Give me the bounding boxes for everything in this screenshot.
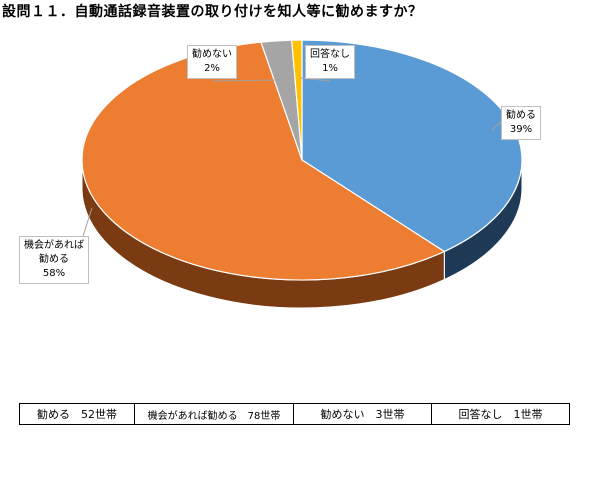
callout-percent: 2%: [204, 63, 220, 74]
leader-line-1: [82, 207, 93, 237]
callout-kikai: 機会があれば 勧める 58%: [19, 236, 89, 284]
legend-table: 勧める 52世帯 機会があれば勧める 78世帯 勧めない 3世帯 回答なし 1世…: [19, 403, 570, 425]
callout-percent: 1%: [322, 63, 338, 74]
chart-title: 設問１１．自動通話録音装置の取り付けを知人等に勧めますか？: [2, 4, 423, 20]
callout-label: 勧める: [39, 254, 69, 265]
callout-kaitou-nashi: 回答なし 1%: [305, 45, 355, 79]
callout-label: 勧めない: [192, 49, 232, 60]
pie-slice-1: [81, 41, 446, 281]
callout-label: 勧める: [506, 110, 536, 121]
callout-percent: 58%: [42, 268, 66, 279]
pie-chart: [81, 39, 523, 309]
legend-cell-susumeru: 勧める 52世帯: [19, 403, 135, 425]
leader-line-0: [491, 121, 502, 131]
legend-cell-kikai: 機会があれば勧める 78世帯: [134, 403, 294, 425]
callout-susumenai: 勧めない 2%: [187, 45, 237, 79]
leader-line-2: [211, 79, 283, 82]
legend-cell-kaitou-nashi: 回答なし 1世帯: [431, 403, 570, 425]
legend-cell-susumenai: 勧めない 3世帯: [293, 403, 432, 425]
callout-susumeru: 勧める 39%: [501, 106, 541, 140]
callout-percent: 39%: [509, 124, 533, 135]
callout-label: 機会があれば: [24, 240, 84, 251]
callout-label: 回答なし: [310, 49, 350, 60]
pie-slice-3: [291, 39, 303, 161]
